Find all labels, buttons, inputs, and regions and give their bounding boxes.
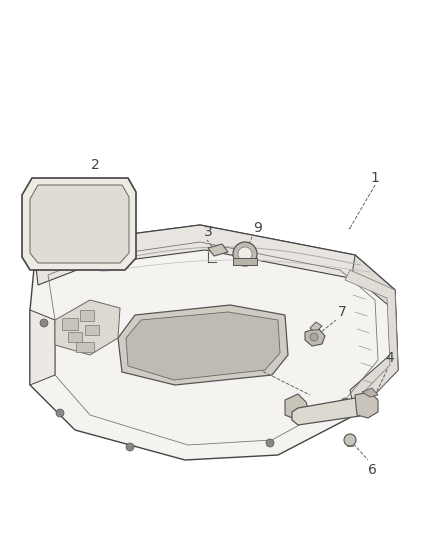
Polygon shape bbox=[345, 270, 398, 415]
Circle shape bbox=[238, 247, 252, 261]
Polygon shape bbox=[208, 244, 228, 256]
Polygon shape bbox=[80, 310, 94, 321]
Polygon shape bbox=[85, 325, 99, 335]
Text: 4: 4 bbox=[385, 351, 394, 365]
Circle shape bbox=[126, 443, 134, 451]
Polygon shape bbox=[76, 342, 94, 352]
Polygon shape bbox=[285, 394, 310, 420]
Circle shape bbox=[341, 398, 349, 406]
Polygon shape bbox=[35, 225, 395, 290]
Text: 3: 3 bbox=[204, 225, 212, 239]
Polygon shape bbox=[310, 322, 322, 330]
Polygon shape bbox=[30, 225, 398, 460]
Text: 2: 2 bbox=[91, 158, 99, 172]
Polygon shape bbox=[350, 255, 398, 415]
Polygon shape bbox=[62, 318, 78, 330]
Circle shape bbox=[233, 242, 257, 266]
Text: 9: 9 bbox=[254, 221, 262, 235]
Circle shape bbox=[310, 333, 318, 341]
Polygon shape bbox=[292, 398, 365, 425]
Polygon shape bbox=[126, 312, 280, 380]
Polygon shape bbox=[233, 258, 257, 265]
Circle shape bbox=[266, 439, 274, 447]
Polygon shape bbox=[22, 178, 136, 270]
Polygon shape bbox=[55, 300, 120, 355]
Polygon shape bbox=[30, 310, 55, 385]
Polygon shape bbox=[30, 185, 129, 263]
Circle shape bbox=[344, 434, 356, 446]
Polygon shape bbox=[305, 328, 325, 346]
Circle shape bbox=[56, 409, 64, 417]
Text: 1: 1 bbox=[371, 171, 379, 185]
Polygon shape bbox=[355, 392, 378, 418]
Polygon shape bbox=[118, 305, 288, 385]
Polygon shape bbox=[68, 332, 82, 342]
Polygon shape bbox=[362, 388, 378, 397]
Text: 6: 6 bbox=[367, 463, 376, 477]
Circle shape bbox=[40, 319, 48, 327]
Text: 7: 7 bbox=[338, 305, 346, 319]
